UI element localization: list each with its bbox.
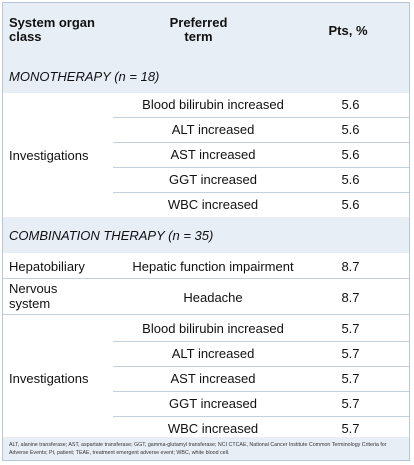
table-header: System organ class Preferred term Pts, %	[3, 3, 409, 55]
pts-cell: 5.7	[341, 421, 360, 436]
preferred-term-cell: Blood bilirubin increased	[142, 321, 284, 336]
pts-cell: 5.7	[341, 321, 360, 336]
pts-cell: 5.6	[341, 172, 360, 187]
header-system-organ-class: System organ class	[9, 16, 95, 44]
monotherapy-heading: MONOTHERAPY (n = 18)	[9, 69, 160, 84]
preferred-term-cell: AST increased	[170, 371, 256, 386]
monotherapy-heading-band: MONOTHERAPY (n = 18)	[3, 61, 409, 91]
pts-cell: 8.7	[341, 259, 360, 274]
row-divider	[113, 341, 409, 342]
preferred-term-cell: Blood bilirubin increased	[142, 97, 284, 112]
combo-soc-nervous-system: Nervous system	[9, 281, 57, 311]
row-divider	[3, 314, 409, 315]
row-divider	[113, 366, 409, 367]
pts-cell: 5.6	[341, 97, 360, 112]
monotherapy-body: Investigations Blood bilirubin increased…	[3, 93, 409, 217]
header-soc-line2: class	[9, 29, 42, 44]
pts-cell: 5.6	[341, 147, 360, 162]
combo-soc-nervous-line1: Nervous	[9, 281, 58, 296]
combo-soc-nervous-line2: system	[9, 296, 51, 311]
row-divider	[113, 416, 409, 417]
pts-cell: 5.7	[341, 396, 360, 411]
preferred-term-cell: ALT increased	[171, 346, 255, 361]
pts-cell: 5.6	[341, 122, 360, 137]
combination-heading: COMBINATION THERAPY (n = 35)	[9, 228, 214, 243]
pts-cell: 5.7	[341, 346, 360, 361]
header-pts-percent: Pts, %	[328, 23, 368, 38]
header-term-line1: Preferred	[169, 15, 228, 30]
combo-soc-hepatobiliary: Hepatobiliary	[9, 259, 85, 274]
header-preferred-term: Preferred term	[151, 16, 246, 44]
preferred-term-cell: GGT increased	[169, 396, 257, 411]
row-divider	[113, 391, 409, 392]
row-divider	[113, 167, 409, 168]
header-soc-line1: System organ	[9, 15, 95, 30]
preferred-term-cell: WBC increased	[167, 197, 259, 212]
row-divider	[113, 117, 409, 118]
combo-soc-investigations: Investigations	[9, 371, 89, 386]
pts-cell: 5.6	[341, 197, 360, 212]
preferred-term-cell: Hepatic function impairment	[132, 259, 294, 274]
row-divider	[113, 142, 409, 143]
adverse-events-table: System organ class Preferred term Pts, %…	[2, 2, 410, 461]
abbreviations-footnote: ALT, alanine transferase; AST, aspartate…	[9, 442, 387, 456]
preferred-term-cell: AST increased	[170, 147, 256, 162]
combination-body: Hepatobiliary Hepatic function impairmen…	[3, 253, 409, 437]
row-divider	[113, 192, 409, 193]
pts-cell: 8.7	[341, 290, 360, 305]
preferred-term-cell: WBC increased	[167, 421, 259, 436]
preferred-term-cell: ALT increased	[171, 122, 255, 137]
header-term-line2: term	[184, 29, 213, 44]
mono-soc-investigations: Investigations	[9, 148, 89, 163]
preferred-term-cell: Headache	[183, 290, 243, 305]
pts-cell: 5.7	[341, 371, 360, 386]
preferred-term-cell: GGT increased	[169, 172, 257, 187]
row-divider	[3, 278, 409, 279]
combination-heading-band: COMBINATION THERAPY (n = 35)	[3, 219, 409, 251]
